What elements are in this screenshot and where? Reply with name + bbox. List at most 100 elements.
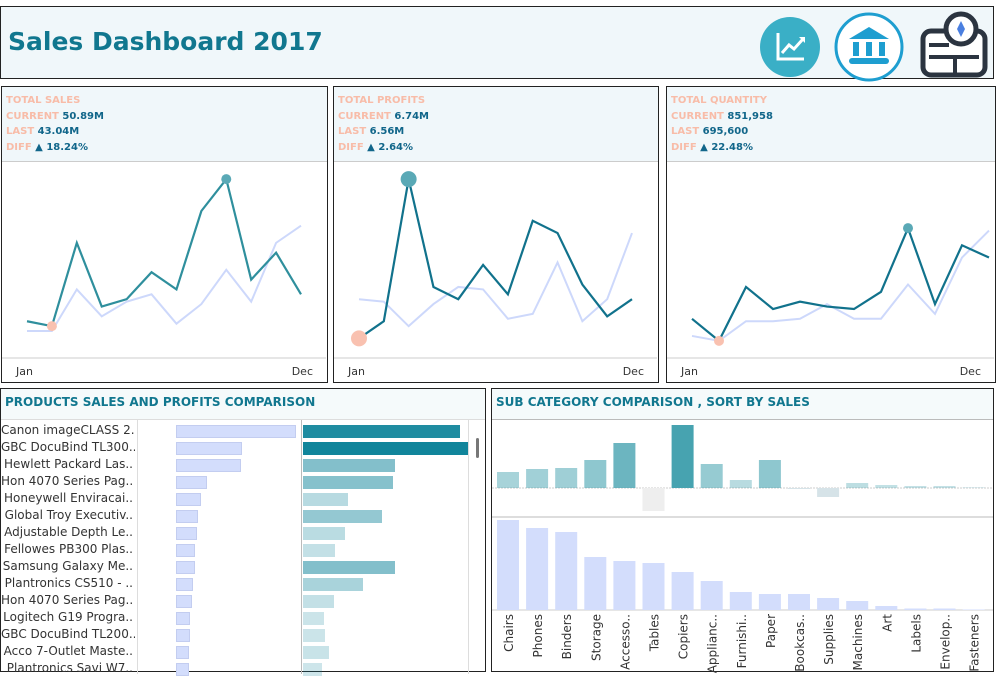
product-label[interactable]: Plantronics CS510 - .. xyxy=(4,576,133,590)
product-label[interactable]: Honeywell Enviracai.. xyxy=(4,491,133,505)
product-sales-bar[interactable] xyxy=(176,646,189,659)
product-sales-bar[interactable] xyxy=(176,459,241,472)
subcategory-profit-bar[interactable] xyxy=(962,487,985,489)
category-label: Applianc.. xyxy=(706,614,720,673)
subcategory-sales-bar[interactable] xyxy=(555,532,578,610)
subcategory-profit-bar[interactable] xyxy=(584,460,607,488)
max-marker[interactable] xyxy=(903,223,913,234)
subcategory-profit-bar[interactable] xyxy=(933,486,956,488)
product-label[interactable]: GBC DocuBind TL200.. xyxy=(1,627,135,641)
subcategory-bar-charts: Chairs Phones Binders Storage Accesso.. Table… xyxy=(492,425,993,673)
subcategory-profit-bar[interactable] xyxy=(671,425,694,488)
product-label[interactable]: Canon imageCLASS 2.. xyxy=(1,423,135,437)
product-sales-bar[interactable] xyxy=(176,493,201,506)
product-sales-bar[interactable] xyxy=(176,595,192,608)
product-profit-bar[interactable] xyxy=(303,612,324,625)
product-label[interactable]: Plantronics Savi W7.. xyxy=(6,661,133,675)
product-profit-bar[interactable] xyxy=(303,459,395,472)
subcategory-sales-bar[interactable] xyxy=(497,520,519,610)
current-year-line xyxy=(26,176,302,328)
subcategory-profit-bar[interactable] xyxy=(817,488,840,497)
subcategory-profit-bar[interactable] xyxy=(613,443,636,488)
map-compass-icon[interactable] xyxy=(919,9,991,79)
last-label: LAST xyxy=(338,126,367,137)
subcategory-sales-bar[interactable] xyxy=(904,608,927,611)
kpi-panel-total-profits: TOTAL PROFITS CURRENT 6.74M LAST 6.56M D… xyxy=(333,86,659,383)
product-label[interactable]: Hewlett Packard Las.. xyxy=(4,457,133,471)
subcategory-sales-bar[interactable] xyxy=(642,563,665,610)
product-sales-bar[interactable] xyxy=(176,561,195,574)
product-profit-bar[interactable] xyxy=(303,442,468,455)
subcategory-sales-bar[interactable] xyxy=(758,594,781,610)
scrollbar[interactable] xyxy=(476,438,479,458)
subcategory-profit-bar[interactable] xyxy=(642,488,665,511)
subcategory-sales-bar[interactable] xyxy=(700,581,723,610)
product-sales-bar[interactable] xyxy=(176,527,197,540)
category-label: Envelop.. xyxy=(939,614,953,670)
subcategory-profit-bar[interactable] xyxy=(497,472,519,488)
subcategory-sales-bar[interactable] xyxy=(526,528,549,610)
max-marker[interactable] xyxy=(400,171,417,188)
current-label: CURRENT xyxy=(6,110,59,122)
subcategory-sales-bar[interactable] xyxy=(584,557,607,610)
category-label: Binders xyxy=(560,614,574,659)
product-profit-bar[interactable] xyxy=(303,544,335,557)
bank-icon[interactable] xyxy=(833,11,905,83)
current-value: 6.74M xyxy=(394,110,429,122)
max-marker[interactable] xyxy=(221,174,232,185)
product-sales-bar[interactable] xyxy=(176,476,207,489)
last-value: 43.04M xyxy=(37,126,80,137)
product-sales-bar[interactable] xyxy=(176,612,190,625)
product-profit-bar[interactable] xyxy=(303,646,329,659)
subcategory-sales-bar[interactable] xyxy=(875,606,898,610)
subcategory-sales-bar[interactable] xyxy=(817,598,840,610)
product-sales-bar[interactable] xyxy=(176,663,189,676)
subcategory-profit-bar[interactable] xyxy=(700,464,723,488)
product-label[interactable]: Adjustable Depth Le.. xyxy=(4,525,133,539)
product-label[interactable]: Acco 7-Outlet Maste.. xyxy=(3,644,133,658)
product-sales-bar[interactable] xyxy=(176,442,242,455)
chart-trend-icon[interactable] xyxy=(758,15,822,79)
min-marker[interactable] xyxy=(714,335,724,346)
subcategory-profit-bar[interactable] xyxy=(846,483,869,488)
product-profit-bar[interactable] xyxy=(303,527,345,540)
subcategory-sales-bar[interactable] xyxy=(671,572,694,610)
product-profit-bar[interactable] xyxy=(303,493,348,506)
product-label[interactable]: Hon 4070 Series Pag.. xyxy=(1,474,134,488)
product-sales-bar[interactable] xyxy=(176,510,198,523)
product-profit-bar[interactable] xyxy=(303,510,382,523)
subcategory-sales-bar[interactable] xyxy=(962,609,985,611)
subcategory-profit-bar[interactable] xyxy=(526,469,549,488)
product-profit-bar[interactable] xyxy=(303,578,363,591)
min-marker[interactable] xyxy=(351,330,367,347)
product-profit-bar[interactable] xyxy=(303,663,322,676)
product-label[interactable]: Hon 4070 Series Pag.. xyxy=(1,593,134,607)
subcategory-profit-bar[interactable] xyxy=(555,468,578,488)
product-profit-bar[interactable] xyxy=(303,476,393,489)
subcategory-profit-bar[interactable] xyxy=(729,480,752,488)
product-label[interactable]: Fellowes PB300 Plas.. xyxy=(4,542,133,556)
subcategory-sales-bar[interactable] xyxy=(788,594,810,610)
product-sales-bar[interactable] xyxy=(176,425,296,438)
product-profit-bar[interactable] xyxy=(303,425,460,438)
subcategory-sales-bar[interactable] xyxy=(846,601,869,610)
product-profit-bar[interactable] xyxy=(303,629,325,642)
subcategory-sales-bar[interactable] xyxy=(933,608,956,611)
product-sales-bar[interactable] xyxy=(176,544,195,557)
subcategory-profit-bar[interactable] xyxy=(875,485,898,488)
product-label[interactable]: Logitech G19 Progra.. xyxy=(3,610,133,624)
subcategory-profit-bar[interactable] xyxy=(758,460,781,488)
product-profit-bar[interactable] xyxy=(303,561,395,574)
product-label[interactable]: Global Troy Executiv.. xyxy=(4,508,133,522)
subcategory-sales-bar[interactable] xyxy=(613,561,636,610)
min-marker[interactable] xyxy=(46,321,57,332)
product-profit-bar[interactable] xyxy=(303,595,334,608)
dashboard-header: Sales Dashboard 2017 xyxy=(0,6,994,82)
product-sales-bar[interactable] xyxy=(176,578,193,591)
subcategory-sales-bar[interactable] xyxy=(729,592,752,610)
subcategory-profit-bar[interactable] xyxy=(904,486,927,488)
product-label[interactable]: Samsung Galaxy Me.. xyxy=(2,559,133,573)
product-label[interactable]: GBC DocuBind TL300.. xyxy=(1,440,135,454)
subcategory-profit-bar[interactable] xyxy=(788,488,810,489)
product-sales-bar[interactable] xyxy=(176,629,190,642)
